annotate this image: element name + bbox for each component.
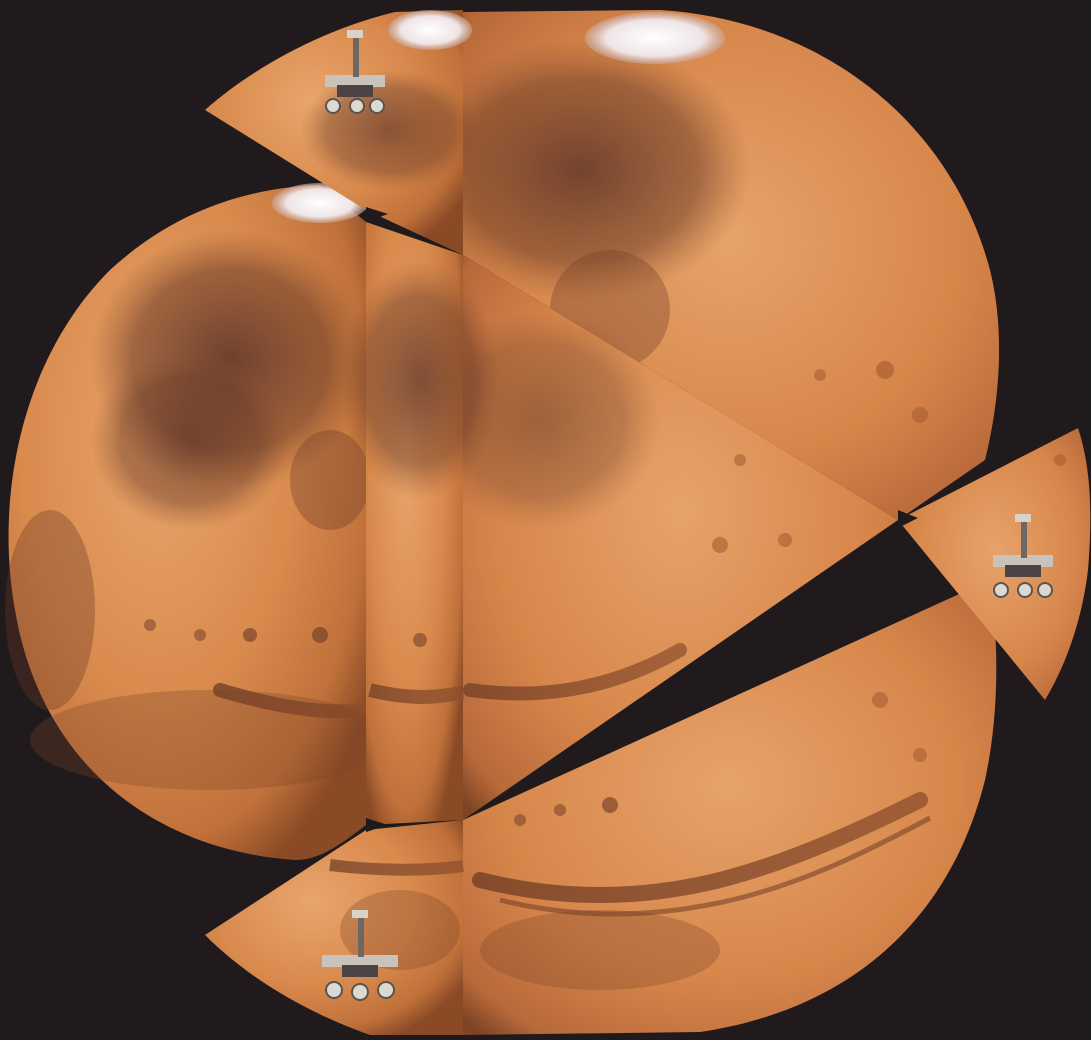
rover-illustration-right [993, 514, 1053, 598]
mars-wedge-lower-right [463, 580, 997, 1035]
rover-illustration-top [325, 30, 385, 114]
polar-cap [585, 12, 725, 64]
rover-illustration-bottom [322, 910, 398, 1001]
notch [898, 510, 918, 528]
notch [366, 207, 388, 222]
mars-disc-large-right [410, 10, 1000, 520]
polar-cap-top [388, 10, 472, 50]
notch [366, 818, 388, 832]
mars-wedge-top [205, 10, 480, 255]
mars-strip-center-left [340, 222, 500, 825]
mars-disc-left [5, 183, 390, 860]
mars-wedge-bottom [205, 820, 464, 1035]
